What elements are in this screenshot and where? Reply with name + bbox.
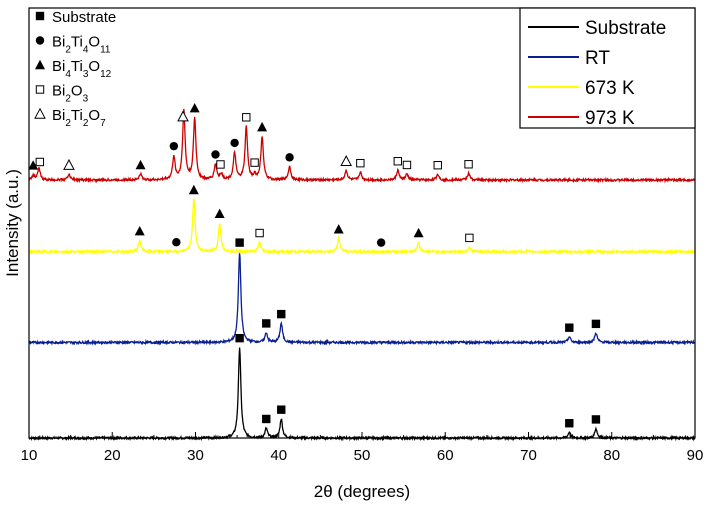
peak-marker-3-6 bbox=[189, 103, 200, 113]
x-tick-label-5: 60 bbox=[437, 447, 454, 464]
peak-marker-1-0 bbox=[235, 238, 244, 247]
peak-marker-2-4 bbox=[255, 228, 264, 238]
x-tick-label-0: 10 bbox=[21, 447, 38, 464]
peak-marker-3-5 bbox=[177, 110, 189, 122]
peak-marker-0-0 bbox=[235, 333, 244, 343]
peak-marker-3-13 bbox=[285, 153, 294, 162]
legend: Substrate RT 673 K 973 K bbox=[519, 7, 696, 129]
peak-marker-3-15 bbox=[356, 158, 365, 168]
peak-marker-2-5 bbox=[333, 224, 344, 234]
phase-key-label-1: Bi2Ti4O11 bbox=[52, 34, 111, 56]
peak-marker-3-19 bbox=[464, 160, 473, 169]
x-tick-label-8: 90 bbox=[687, 447, 704, 464]
x-tick-label-7: 80 bbox=[603, 447, 620, 464]
peak-marker-3-16 bbox=[393, 157, 402, 166]
series-line-2 bbox=[28, 198, 696, 256]
phase-key-label-4: Bi2Ti2O7 bbox=[52, 107, 106, 129]
peak-marker-3-3 bbox=[135, 159, 146, 170]
series-line-3 bbox=[28, 108, 696, 184]
peak-marker-0-3 bbox=[565, 419, 574, 428]
peak-marker-3-18 bbox=[433, 161, 442, 170]
peak-marker-2-8 bbox=[465, 233, 474, 243]
peak-marker-0-2 bbox=[277, 405, 286, 414]
phase-key-label-3: Bi2O3 bbox=[52, 83, 89, 105]
x-tick-label-2: 30 bbox=[187, 447, 204, 464]
series-line-1 bbox=[28, 251, 696, 346]
peak-marker-2-2 bbox=[188, 184, 199, 195]
peak-marker-3-12 bbox=[257, 121, 268, 132]
phase-key-marker-2 bbox=[35, 59, 45, 70]
peak-marker-2-0 bbox=[134, 225, 145, 236]
legend-label-3: 973 K bbox=[585, 108, 635, 129]
peak-marker-2-3 bbox=[214, 208, 225, 219]
phase-key-marker-4 bbox=[34, 107, 46, 119]
peak-marker-3-10 bbox=[242, 113, 251, 122]
series-layer bbox=[28, 108, 696, 442]
peak-marker-0-1 bbox=[262, 414, 271, 424]
phase-key-marker-3 bbox=[35, 85, 45, 94]
legend-label-0: Substrate bbox=[585, 18, 666, 39]
peak-marker-3-14 bbox=[340, 155, 353, 166]
x-tick-label-6: 70 bbox=[520, 447, 537, 464]
phase-key-marker-1 bbox=[35, 36, 45, 45]
legend-label-1: RT bbox=[585, 48, 610, 69]
peak-marker-1-2 bbox=[277, 309, 286, 319]
peak-marker-1-3 bbox=[565, 323, 574, 332]
marker-layer bbox=[28, 103, 601, 428]
phase-key-label-0: Substrate bbox=[52, 9, 116, 26]
x-axis-label: 2θ (degrees) bbox=[314, 482, 410, 501]
peak-marker-3-17 bbox=[402, 160, 412, 170]
x-axis: 10 20 30 40 50 60 70 80 90 bbox=[21, 432, 704, 464]
legend-label-2: 673 K bbox=[585, 78, 635, 99]
x-tick-label-4: 50 bbox=[354, 447, 371, 464]
peak-marker-3-4 bbox=[169, 141, 179, 151]
peak-marker-1-1 bbox=[262, 319, 271, 328]
y-axis-label: Intensity (a.u.) bbox=[3, 169, 22, 277]
peak-marker-1-4 bbox=[591, 319, 601, 329]
peak-marker-3-8 bbox=[216, 160, 225, 169]
series-line-0 bbox=[28, 347, 696, 442]
peak-marker-3-7 bbox=[211, 150, 220, 159]
x-tick-label-3: 40 bbox=[270, 447, 287, 464]
peak-marker-3-9 bbox=[230, 138, 239, 148]
phase-key-label-2: Bi4Ti3O12 bbox=[52, 58, 112, 80]
peak-marker-0-4 bbox=[591, 415, 601, 424]
peak-marker-3-11 bbox=[250, 158, 259, 167]
peak-marker-3-1 bbox=[35, 157, 45, 167]
peak-marker-3-2 bbox=[63, 158, 75, 170]
peak-marker-2-6 bbox=[376, 238, 386, 247]
phase-key-marker-0 bbox=[35, 11, 45, 21]
peak-marker-2-1 bbox=[172, 238, 181, 247]
peak-marker-3-0 bbox=[28, 160, 39, 170]
x-tick-label-1: 20 bbox=[104, 447, 121, 464]
peak-marker-2-7 bbox=[413, 227, 424, 238]
